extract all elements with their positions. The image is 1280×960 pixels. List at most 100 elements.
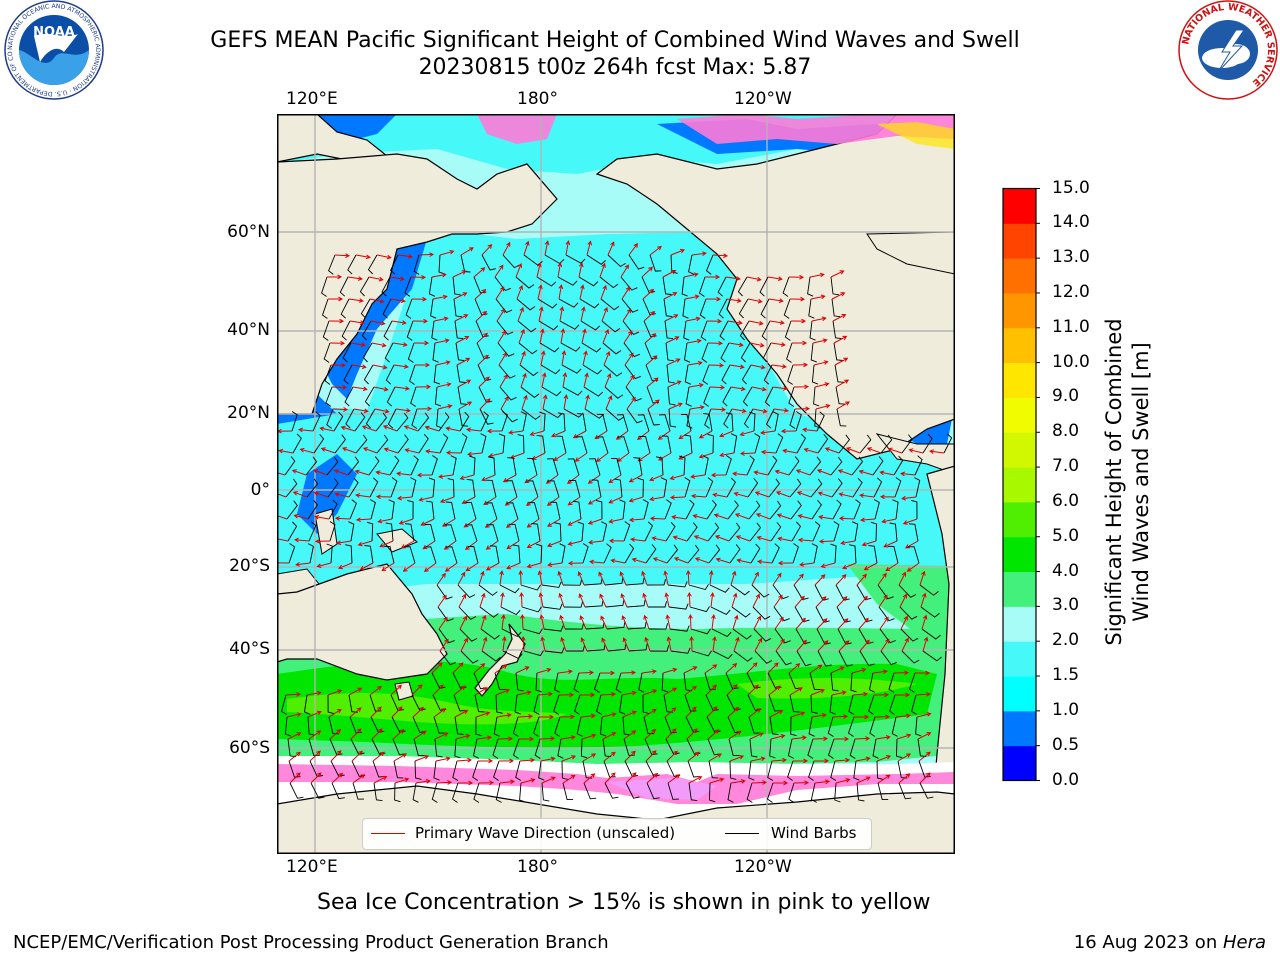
- wave-direction-arrow: [578, 670, 595, 676]
- wind-barb: [327, 478, 339, 498]
- wave-direction-arrow: [460, 637, 468, 652]
- wind-barb: [809, 672, 821, 690]
- wind-barb: [498, 433, 506, 454]
- wave-direction-arrow: [331, 384, 348, 390]
- wave-direction-arrow: [727, 706, 740, 718]
- wave-direction-arrow: [557, 669, 573, 675]
- wave-direction-arrow: [649, 474, 664, 482]
- wind-barb: [454, 738, 461, 759]
- wave-direction-arrow: [816, 618, 828, 630]
- wave-direction-arrow: [833, 335, 848, 344]
- wave-direction-arrow: [768, 685, 781, 696]
- wind-barb: [807, 276, 814, 297]
- colorbar-tick-label: 7.0: [1052, 456, 1080, 477]
- wind-barb: [914, 455, 923, 476]
- wave-direction-arrow: [435, 360, 451, 366]
- wind-barb: [557, 738, 564, 759]
- wind-barb: [808, 716, 815, 737]
- wave-direction-arrow: [813, 360, 829, 366]
- wave-direction-arrow: [501, 636, 507, 652]
- wave-direction-arrow: [349, 707, 362, 718]
- wave-direction-arrow: [319, 426, 335, 432]
- wind-barb: [596, 694, 603, 715]
- wave-direction-arrow: [288, 751, 301, 762]
- wave-direction-arrow: [415, 384, 432, 390]
- wind-barb: [321, 276, 328, 297]
- wind-barb: [539, 342, 560, 353]
- wave-direction-arrow: [560, 328, 566, 344]
- wave-direction-arrow: [746, 276, 762, 282]
- wave-direction-arrow: [437, 404, 453, 410]
- wave-direction-arrow: [291, 469, 307, 476]
- wind-barb: [649, 645, 670, 652]
- wave-direction-arrow: [767, 276, 783, 281]
- wind-barb: [816, 411, 825, 432]
- wave-direction-arrow: [686, 338, 702, 344]
- wave-direction-arrow: [809, 664, 823, 674]
- wind-barb: [726, 477, 736, 498]
- wind-barb: [887, 545, 899, 564]
- wave-direction-arrow: [836, 596, 848, 608]
- colorbar-segment: [1003, 641, 1036, 677]
- wave-direction-arrow: [802, 427, 818, 433]
- wind-barb: [646, 782, 660, 800]
- legend-wind-line: [725, 833, 759, 834]
- wave-direction-arrow: [314, 538, 331, 544]
- wave-direction-arrow: [832, 314, 847, 322]
- wind-barb: [922, 650, 942, 662]
- wave-direction-arrow: [478, 780, 495, 786]
- wave-direction-arrow: [908, 448, 924, 454]
- wind-barb: [774, 628, 791, 644]
- colorbar-segment: [1003, 745, 1036, 781]
- wave-direction-arrow: [438, 474, 454, 479]
- wind-barb: [763, 364, 773, 385]
- wind-barb: [521, 606, 542, 613]
- wind-barb: [497, 342, 515, 357]
- wave-direction-arrow: [586, 240, 592, 256]
- wind-barb: [908, 523, 919, 542]
- wave-direction-arrow: [519, 757, 536, 763]
- wave-direction-arrow: [755, 513, 771, 520]
- wind-barb: [667, 386, 676, 406]
- sea-ice-footnote: Sea Ice Concentration > 15% is shown in …: [317, 890, 931, 915]
- wave-direction-arrow: [410, 274, 427, 280]
- wind-barb: [743, 408, 754, 429]
- wind-barb: [869, 716, 876, 737]
- wave-direction-arrow: [458, 780, 474, 786]
- wave-direction-arrow: [474, 687, 488, 696]
- wind-barb: [583, 782, 597, 800]
- lon-label-top-120w: 120°W: [734, 89, 792, 109]
- wind-barb: [872, 738, 879, 759]
- footer-credit: NCEP/EMC/Verification Post Processing Pr…: [13, 932, 609, 953]
- wind-barb: [827, 716, 834, 737]
- wind-barb: [579, 298, 600, 309]
- wave-direction-arrow: [666, 750, 678, 762]
- wave-direction-arrow: [883, 540, 898, 548]
- wave-direction-arrow: [563, 394, 569, 410]
- wave-direction-arrow: [582, 753, 597, 762]
- wind-barb: [499, 386, 517, 401]
- wave-direction-arrow: [820, 562, 836, 569]
- wind-barb: [567, 458, 580, 476]
- land-new-zealand: [474, 623, 526, 697]
- wave-direction-arrow: [330, 362, 347, 368]
- wind-barb: [512, 738, 520, 759]
- wind-barb: [775, 433, 784, 454]
- wave-direction-arrow: [835, 379, 850, 388]
- wave-direction-arrow: [795, 469, 811, 476]
- wind-barb: [501, 628, 522, 638]
- wave-direction-arrow: [624, 750, 636, 762]
- wind-barb: [407, 499, 414, 520]
- wave-direction-arrow: [580, 637, 588, 652]
- wave-direction-arrow: [542, 394, 548, 410]
- wave-direction-arrow: [414, 755, 430, 762]
- wave-direction-arrow: [760, 449, 777, 455]
- wind-barb: [562, 579, 583, 586]
- legend-wave-line: [371, 833, 405, 834]
- wave-direction-arrow: [393, 753, 408, 762]
- wind-barb: [432, 342, 439, 363]
- wave-direction-arrow: [389, 276, 405, 282]
- wind-barb: [831, 298, 841, 318]
- wind-barb: [329, 521, 336, 542]
- wave-direction-arrow: [518, 569, 524, 586]
